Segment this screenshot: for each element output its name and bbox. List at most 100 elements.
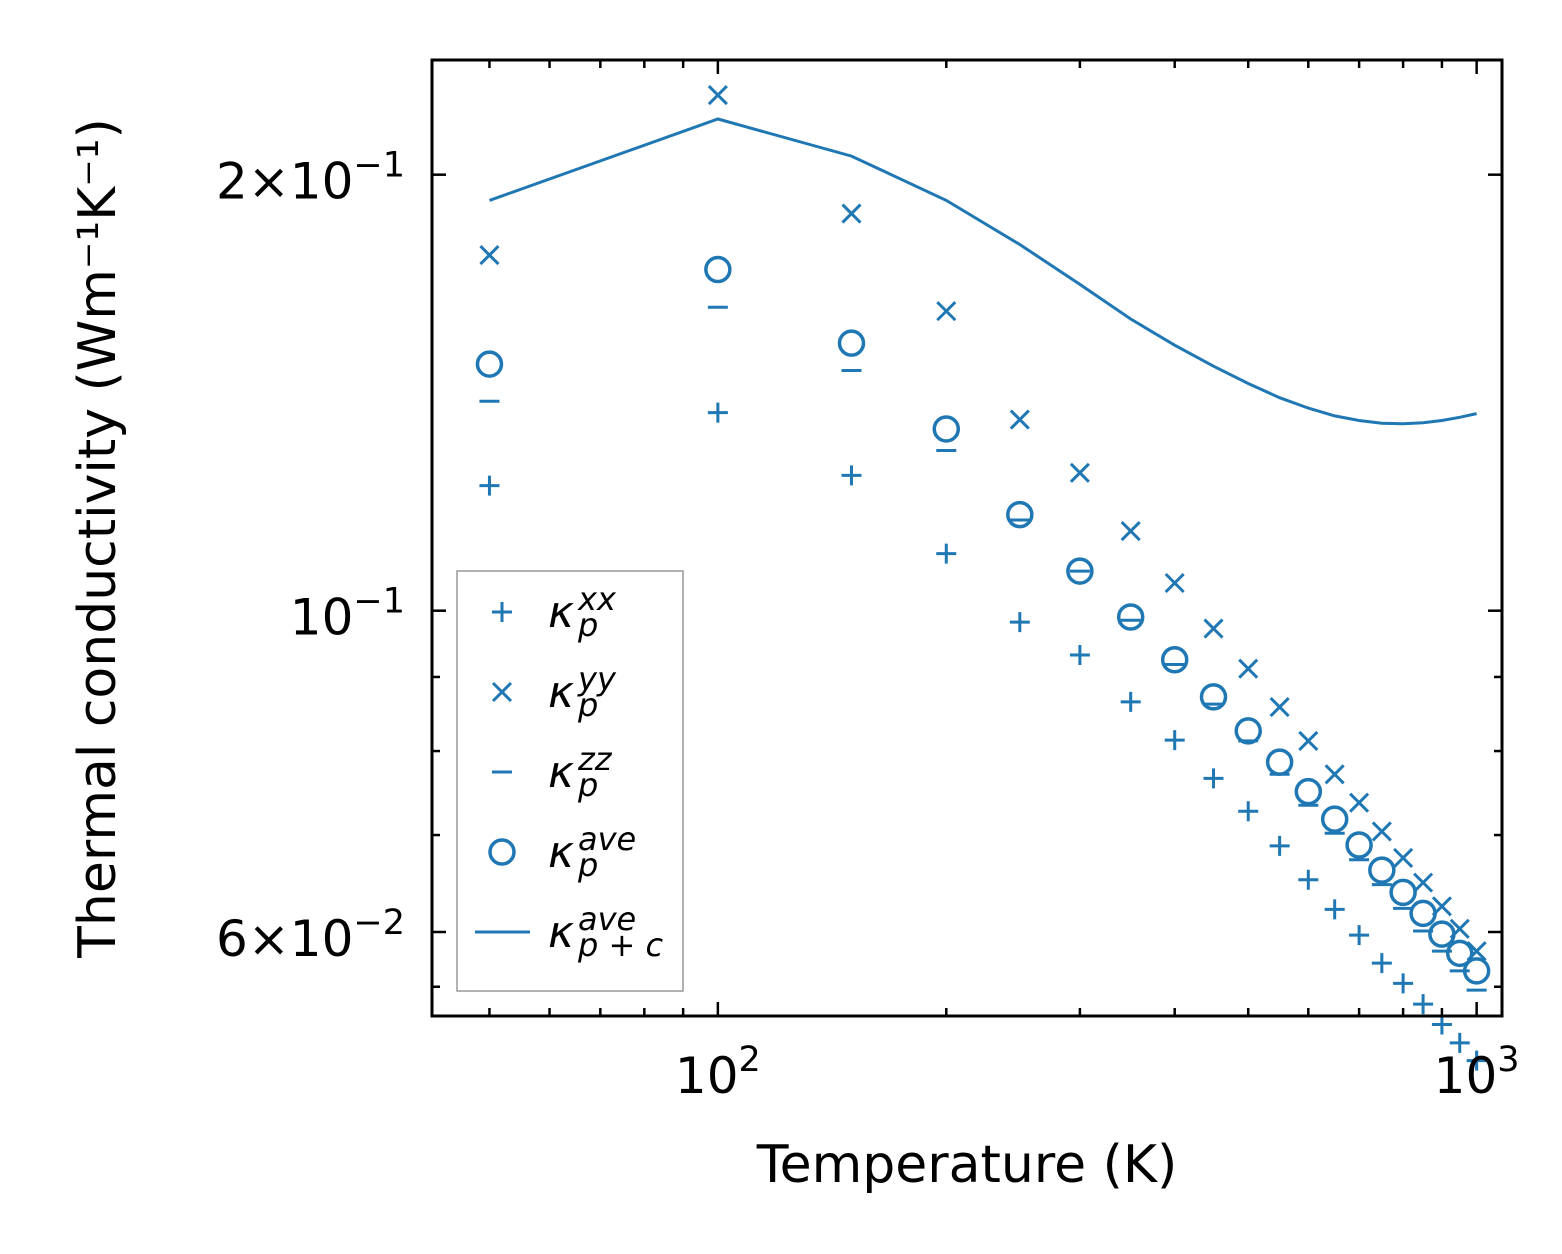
y-tick-label: 10−1 — [290, 582, 405, 647]
kappa_p_xx-point — [479, 475, 500, 496]
kappa_p_yy-point — [707, 84, 728, 106]
kappa_p_yy-point — [936, 301, 957, 322]
kappa_p_ave-point — [1234, 717, 1262, 745]
axis-ticks — [432, 60, 1502, 1016]
kappa_p_ave-point — [932, 415, 961, 443]
legend-label-subscript: p — [577, 766, 598, 804]
kappa_p_ave-point — [837, 329, 866, 357]
y-tick-label: 6×10−2 — [216, 903, 405, 968]
plot-frame — [430, 58, 1504, 1018]
legend-label: κ — [548, 907, 574, 958]
legend-label-subscript: p — [577, 686, 598, 724]
kappa_p_ave-point — [1116, 603, 1145, 631]
kappa_p_xx-point — [707, 402, 728, 423]
legend-label-subscript: p — [577, 846, 598, 884]
legend-label-superscript: yy — [577, 660, 617, 698]
legend-label-superscript: ave — [578, 900, 636, 938]
kappa_p_ave-point — [1389, 878, 1417, 907]
kappa_p_ave-point — [1066, 557, 1094, 585]
kappa_p_xx-point — [936, 543, 957, 564]
kappa_p_ave-point — [1445, 939, 1474, 968]
kappa_p_yy-point — [1349, 792, 1370, 813]
kappa_p_ave-point — [1462, 957, 1491, 985]
kappa_p_yy-point — [1324, 764, 1345, 785]
kappa_p_yy-point — [1203, 618, 1224, 639]
kappa_p_xx-series — [479, 402, 1487, 1071]
legend-label-subscript: p + c — [577, 926, 663, 964]
tick-labels: 102 103 2×10−1 10−1 6×10−2 — [216, 146, 1520, 1105]
legend-label-superscript: xx — [577, 580, 617, 618]
kappa_p_ave-point — [1345, 831, 1373, 859]
kappa_p_ave-point — [1294, 777, 1323, 806]
legend-entry-kappa_p_yy: κ yyp — [491, 660, 617, 724]
legend-marker — [488, 838, 516, 866]
kappa_p_ave-point — [475, 350, 504, 378]
kappa_p_yy-point — [1069, 462, 1090, 483]
x-axis-label: Temperature (K) — [756, 1135, 1178, 1195]
kappa_p_yy-point — [841, 203, 862, 224]
kappa_p_yy-point — [1298, 730, 1319, 751]
kappa_p_yy-point — [1164, 572, 1185, 594]
kappa_p_xx-point — [1413, 994, 1434, 1015]
kappa_p_ave-point — [1368, 856, 1396, 884]
kappa_p_xx-point — [841, 465, 862, 486]
kappa_p_ave-point — [1409, 899, 1437, 928]
kappa_p_ave-point — [704, 255, 732, 284]
y-tick-label: 2×10−1 — [216, 146, 405, 211]
kappa_p_xx-point — [1449, 1032, 1470, 1053]
legend-label: κ — [548, 587, 574, 638]
kappa_p_ave-series — [475, 255, 1491, 985]
kappa_p_yy-point — [479, 245, 500, 266]
legend-marker — [491, 681, 513, 703]
kappa_p_xx-point — [1349, 925, 1370, 946]
kappa_p_xx-point — [1009, 612, 1030, 633]
kappa_p_ave-point — [1428, 920, 1456, 948]
x-tick-label: 102 — [675, 1040, 761, 1105]
kappa_p_xx-point — [1324, 899, 1345, 920]
kappa_p_xx-point — [1298, 869, 1319, 890]
kappa_p_yy-point — [1371, 821, 1392, 842]
legend-label-subscript: p — [577, 606, 598, 644]
y-axis-label: Thermal conductivity (Wm⁻¹K⁻¹) — [68, 118, 128, 959]
kappa_p_xx-point — [1269, 835, 1290, 856]
kappa_p_xx-point — [1431, 1014, 1452, 1035]
kappa_p_xx-point — [1164, 730, 1185, 751]
kappa_p_yy-point — [1120, 520, 1141, 542]
kappa_p_yy-point — [1413, 872, 1434, 893]
kappa_p_yy-series — [479, 84, 1487, 962]
kappa_p_xx-point — [1466, 1050, 1487, 1071]
kappa_p_ave-point — [1160, 645, 1189, 674]
kappa_p_ave-point — [1320, 805, 1349, 833]
kappa_p_yy-point — [1269, 696, 1290, 718]
kappa_p_xx-point — [1393, 973, 1414, 994]
x-tick-label: 103 — [1434, 1040, 1520, 1105]
kappa_p_yy-point — [1009, 409, 1030, 430]
kappa_p_ave-point — [1006, 500, 1034, 529]
kappa_pc_ave-series — [488, 117, 1477, 426]
legend-entry-kappa_p_xx: κ xxp — [492, 580, 617, 644]
legend-label: κ — [548, 667, 574, 718]
kappa_p_xx-point — [1371, 953, 1392, 974]
legend-label-superscript: ave — [578, 820, 636, 858]
kappa_p_xx-point — [1120, 691, 1141, 712]
kappa_p_xx-point — [1069, 644, 1090, 665]
kappa_p_xx-point — [1203, 768, 1224, 789]
legend-box — [456, 570, 684, 992]
legend-label: κ — [548, 827, 574, 878]
legend-label: κ — [548, 747, 574, 798]
kappa_p_ave-point — [1265, 748, 1294, 776]
legend-marker — [492, 602, 512, 622]
kappa_pc_ave-line — [488, 117, 1477, 426]
legend-entry-kappa_p_zz: κ zzp — [492, 740, 613, 804]
kappa_p_ave-point — [1199, 683, 1228, 711]
kappa_p_yy-point — [1238, 658, 1259, 679]
plot-area — [475, 84, 1491, 1071]
kappa_p_xx-point — [1238, 801, 1259, 822]
legend-label-superscript: zz — [577, 740, 613, 778]
kappa_p_yy-point — [1393, 847, 1414, 868]
